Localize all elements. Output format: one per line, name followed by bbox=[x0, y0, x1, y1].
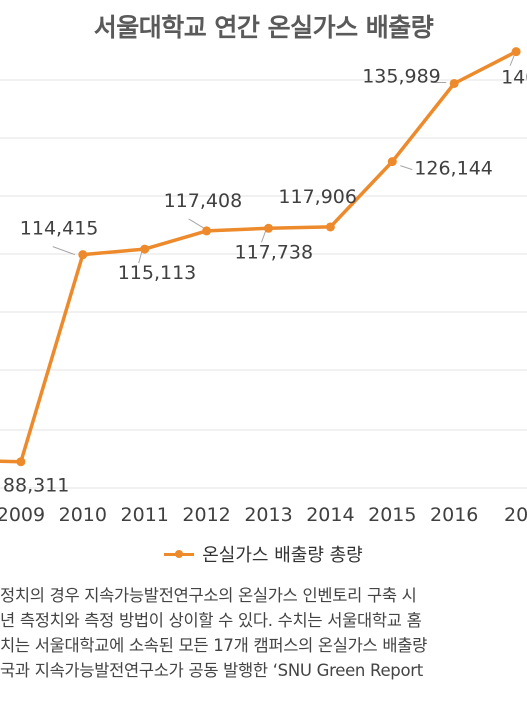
data-point-2011 bbox=[140, 244, 150, 254]
x-tick-20: 20 bbox=[504, 504, 527, 526]
legend-line-swatch bbox=[164, 549, 195, 558]
x-tick-2010: 2010 bbox=[59, 504, 107, 526]
leader-line-2013 bbox=[261, 231, 266, 243]
series-line bbox=[0, 49, 518, 464]
data-point-2015 bbox=[387, 157, 397, 167]
x-tick-2009: 2009 bbox=[0, 504, 45, 526]
grid-lines bbox=[0, 79, 527, 489]
label-leader-lines bbox=[52, 55, 515, 264]
x-axis-ticks: 2009 2010 2011 2012 2013 2014 2015 2016 20 bbox=[0, 504, 527, 526]
data-point-2017 bbox=[511, 47, 521, 57]
leader-line-2015 bbox=[400, 165, 413, 171]
legend-label: 온실가스 배출량 총량 bbox=[202, 545, 363, 566]
leader-line-2010 bbox=[52, 246, 75, 256]
data-label-2015: 126,144 bbox=[414, 158, 493, 180]
legend: 온실가스 배출량 총량 bbox=[0, 541, 527, 567]
note-line-1: 정치의 경우 지속가능발전연구소의 온실가스 인벤토리 구축 시 bbox=[0, 586, 417, 605]
data-label-2009: 88,311 bbox=[3, 475, 69, 497]
chart-title: 서울대학교 연간 온실가스 배출량 bbox=[93, 13, 434, 42]
data-label-2013: 117,738 bbox=[235, 241, 314, 263]
data-labels: 588,311114,415115,113117,408117,738117,9… bbox=[3, 65, 527, 497]
x-tick-2015: 2015 bbox=[368, 504, 416, 526]
note-line-2: 년 측정치와 측정 방법이 상이할 수 있다. 수치는 서울대학교 홈 bbox=[0, 611, 422, 630]
data-points bbox=[16, 47, 521, 467]
data-label-2010: 114,415 bbox=[20, 218, 99, 240]
leader-line-2017 bbox=[509, 55, 515, 66]
data-point-2010 bbox=[78, 250, 88, 260]
data-label-2011: 115,113 bbox=[118, 262, 197, 284]
leader-line-2011 bbox=[138, 251, 143, 264]
data-label-2017: 140 bbox=[501, 67, 527, 89]
data-label-2012: 117,408 bbox=[164, 190, 243, 212]
data-point-2016 bbox=[449, 78, 459, 88]
x-tick-2011: 2011 bbox=[121, 504, 169, 526]
data-point-2012 bbox=[202, 226, 212, 236]
x-tick-2016: 2016 bbox=[430, 504, 478, 526]
line-chart: 588,311114,415115,113117,408117,738117,9… bbox=[0, 47, 527, 526]
data-point-2014 bbox=[325, 222, 335, 232]
x-tick-2012: 2012 bbox=[182, 504, 230, 526]
data-label-2016: 135,989 bbox=[362, 65, 441, 87]
x-tick-2014: 2014 bbox=[306, 504, 354, 526]
x-tick-2013: 2013 bbox=[244, 504, 292, 526]
leader-line-2012 bbox=[188, 218, 204, 229]
data-point-2013 bbox=[264, 223, 273, 233]
note-line-4: 국과 지속가능발전연구소가 공동 발행한 ‘SNU Green Report bbox=[0, 661, 423, 680]
note-line-3: 치는 서울대학교에 소속된 모든 17개 캠퍼스의 온실가스 배출량 bbox=[0, 636, 428, 655]
data-point-2009 bbox=[16, 457, 26, 467]
data-label-2014: 117,906 bbox=[278, 186, 357, 208]
